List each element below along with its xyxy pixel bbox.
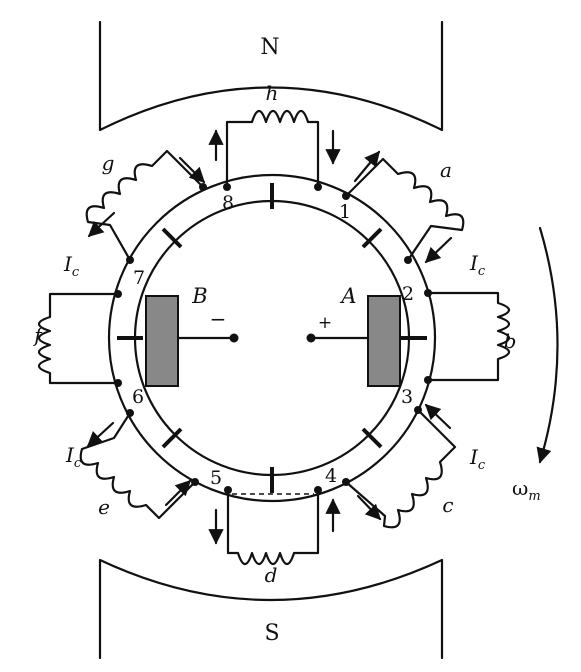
coil-label-e: e	[98, 495, 110, 519]
coil-label-b: b	[504, 329, 517, 353]
current-label-upper-right: Ic	[469, 251, 486, 279]
segment-label-8: 8	[222, 192, 234, 214]
north-pole-label: N	[260, 35, 279, 60]
coil-label-h: h	[266, 81, 279, 105]
coil-g: g	[85, 149, 205, 262]
segment-label-5: 5	[210, 467, 222, 489]
divider-bottom-left	[161, 427, 183, 449]
brush-label-b: B	[191, 284, 207, 308]
connection-dots	[114, 183, 432, 494]
coil-label-a: a	[440, 158, 452, 182]
rotor-outer-ring	[107, 173, 437, 503]
brush-b: B −	[145, 284, 239, 387]
current-label-lower-right: Ic	[469, 445, 486, 473]
south-pole-piece	[98, 558, 444, 660]
coil-label-d: d	[265, 563, 278, 587]
rotation-speed-label: ωm	[512, 476, 541, 504]
commutator-dividers	[117, 183, 427, 493]
south-pole-label: S	[264, 621, 279, 646]
segment-label-1: 1	[339, 201, 351, 223]
segment-label-4: 4	[325, 465, 337, 487]
divider-top-left	[161, 227, 183, 249]
divider-top-right	[361, 227, 383, 249]
segment-label-6: 6	[132, 386, 144, 408]
coil-a: a	[344, 157, 465, 262]
rotation-arrow	[536, 226, 559, 464]
brush-a: A +	[306, 284, 401, 387]
coil-f: f	[32, 292, 120, 385]
coil-b: b	[426, 291, 517, 382]
coil-label-g: g	[102, 151, 115, 175]
coil-label-c: c	[442, 493, 453, 517]
brush-sign-a: +	[318, 313, 332, 333]
coil-h: h	[225, 81, 320, 189]
segment-label-2: 2	[402, 283, 414, 305]
coil-e: e	[79, 411, 197, 520]
current-label-upper-left: Ic	[63, 252, 80, 280]
brush-label-a: A	[339, 284, 356, 308]
brush-sign-b: −	[210, 307, 227, 331]
current-labels: Ic Ic Ic Ic	[63, 251, 486, 473]
segment-label-3: 3	[401, 386, 413, 408]
segment-label-7: 7	[133, 267, 145, 289]
divider-bottom-right	[361, 427, 383, 449]
north-pole-piece	[98, 20, 444, 132]
coil-d: d	[226, 488, 320, 587]
current-arrows	[86, 129, 453, 545]
current-label-lower-left: Ic	[65, 443, 82, 471]
coil-c: c	[344, 408, 457, 529]
